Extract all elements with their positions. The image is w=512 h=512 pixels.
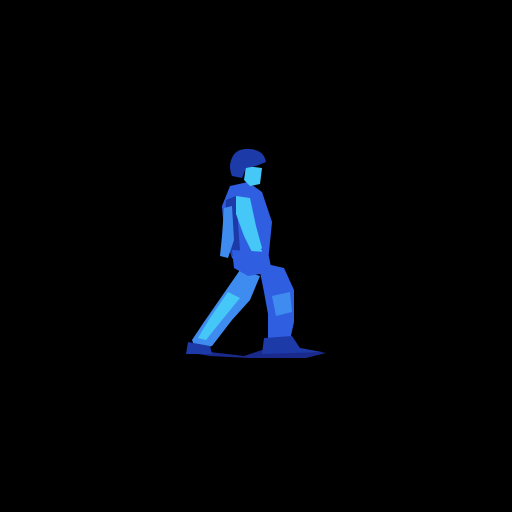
face (244, 166, 262, 186)
back-leg-highlight (198, 292, 240, 340)
head (230, 148, 266, 178)
front-leg-highlight (272, 292, 292, 316)
back-shoe (186, 342, 212, 354)
front-shoe (262, 336, 322, 354)
hips (232, 250, 272, 276)
far-arm (220, 206, 234, 258)
arm (236, 196, 262, 256)
